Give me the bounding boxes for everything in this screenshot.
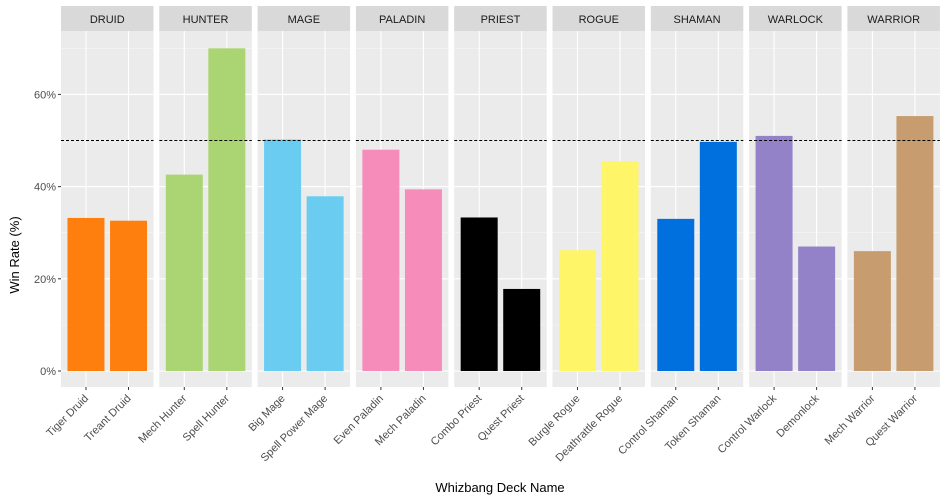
y-axis: 0% 20% 40% 60% [34,89,61,378]
bar [362,150,399,371]
bar [461,217,498,371]
bar [657,219,694,371]
bar [208,48,245,371]
facet-strip-label: WARRIOR [867,14,920,26]
facet-strip-label: MAGE [288,14,320,26]
y-tick-label: 0% [40,366,56,378]
x-tick-label: Big Mage [246,393,287,434]
bar [503,289,540,371]
bar [798,247,835,371]
facet-strip-label: ROGUE [579,14,619,26]
facet-strip-label: HUNTER [183,14,229,26]
facet-strip-label: WARLOCK [768,14,824,26]
bar [264,140,301,371]
y-axis-title: Win Rate (%) [7,216,22,293]
y-tick-label: 60% [34,89,56,101]
bar [110,221,147,371]
x-tick-label: Tiger Druid [44,393,91,440]
facet-strip-label: PRIEST [481,14,521,26]
x-axis-title: Whizbang Deck Name [435,480,564,495]
facet-strip-label: PALADIN [379,14,425,26]
x-tick-label: Demonlock [774,392,822,440]
facet-strip-label: DRUID [90,14,125,26]
bar [405,189,442,371]
bar [307,196,344,371]
faceted-bar-chart: DRUIDTiger DruidTreant DruidHUNTERMech H… [0,0,949,501]
bar [166,175,203,371]
bar [700,142,737,371]
bar [67,218,104,371]
bar [854,251,891,371]
x-tick-label: Control Warlock [716,392,780,456]
x-tick-label: Combo Priest [429,393,485,449]
y-tick-label: 20% [34,274,56,286]
y-tick-label: 40% [34,182,56,194]
bar [602,161,639,371]
bar [896,116,933,371]
bar [559,250,596,371]
bar [756,136,793,371]
facet-strip-label: SHAMAN [674,14,721,26]
